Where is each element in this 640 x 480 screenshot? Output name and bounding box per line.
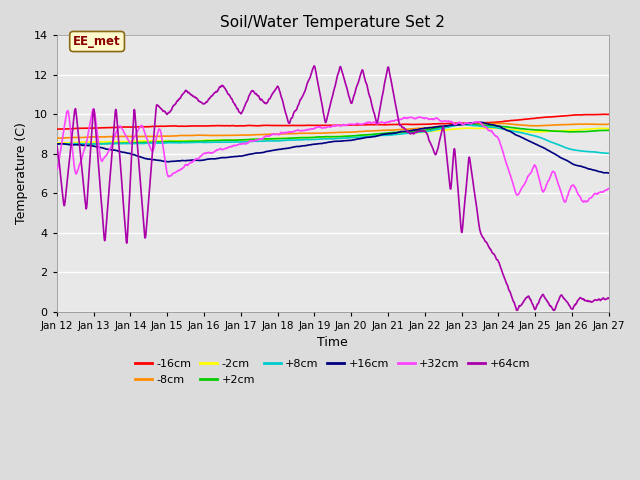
X-axis label: Time: Time xyxy=(317,336,348,349)
Legend: -16cm, -8cm, -2cm, +2cm, +8cm, +16cm, +32cm, +64cm: -16cm, -8cm, -2cm, +2cm, +8cm, +16cm, +3… xyxy=(131,355,534,389)
Title: Soil/Water Temperature Set 2: Soil/Water Temperature Set 2 xyxy=(220,15,445,30)
Y-axis label: Temperature (C): Temperature (C) xyxy=(15,122,28,225)
Text: EE_met: EE_met xyxy=(73,35,121,48)
